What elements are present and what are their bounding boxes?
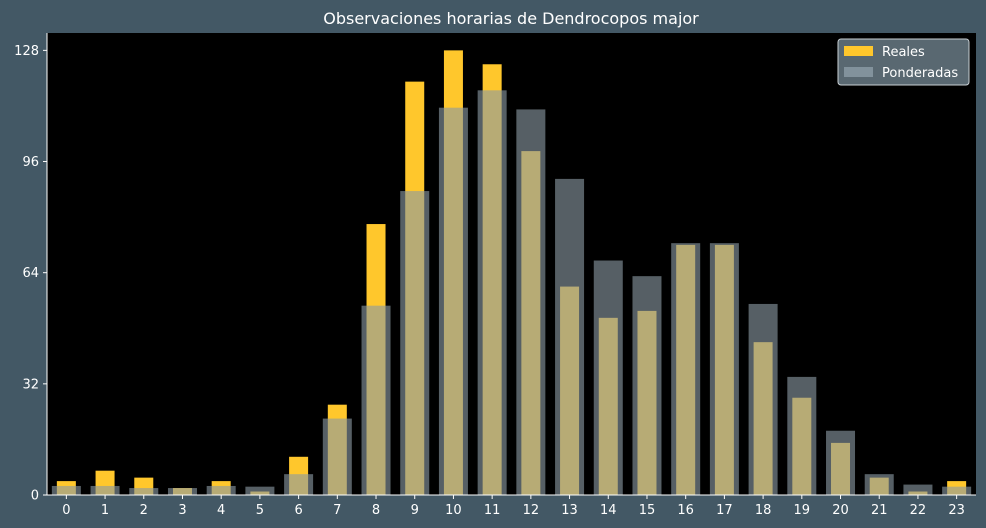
legend-label-reales: Reales xyxy=(882,45,925,60)
x-tick-label-0: 0 xyxy=(62,503,70,518)
x-tick-label-8: 8 xyxy=(372,503,380,518)
bar-ponderadas-23 xyxy=(942,486,972,495)
x-tick-label-7: 7 xyxy=(333,503,341,518)
x-tick-label-10: 10 xyxy=(445,503,462,518)
bar-ponderadas-4 xyxy=(206,485,236,495)
bar-ponderadas-12 xyxy=(516,109,546,495)
bar-ponderadas-14 xyxy=(593,260,623,495)
bar-ponderadas-1 xyxy=(90,485,120,495)
bar-ponderadas-22 xyxy=(903,484,933,495)
bar-ponderadas-20 xyxy=(826,430,856,495)
bar-ponderadas-16 xyxy=(671,243,701,495)
bar-ponderadas-13 xyxy=(555,178,585,496)
bar-ponderadas-11 xyxy=(477,90,507,495)
x-tick-label-9: 9 xyxy=(411,503,419,518)
x-tick-label-16: 16 xyxy=(677,503,694,518)
bar-ponderadas-10 xyxy=(438,107,468,496)
y-tick-label-0: 0 xyxy=(31,489,39,504)
x-tick-label-6: 6 xyxy=(294,503,302,518)
x-tick-label-3: 3 xyxy=(178,503,186,518)
bar-ponderadas-19 xyxy=(787,376,817,495)
bar-ponderadas-5 xyxy=(245,486,275,495)
bar-ponderadas-6 xyxy=(284,474,314,495)
x-tick-label-21: 21 xyxy=(871,503,888,518)
legend-swatch-ponderadas xyxy=(844,67,873,77)
y-tick-label-128: 128 xyxy=(14,44,39,59)
bar-ponderadas-8 xyxy=(361,305,391,495)
bar-ponderadas-21 xyxy=(864,474,894,495)
legend: Reales Ponderadas xyxy=(837,38,970,86)
x-tick-label-20: 20 xyxy=(832,503,849,518)
ponderadas-bars xyxy=(51,90,972,496)
bar-ponderadas-18 xyxy=(748,303,778,495)
bar-ponderadas-0 xyxy=(51,485,81,495)
y-tick-label-64: 64 xyxy=(22,266,39,281)
y-tick-label-96: 96 xyxy=(22,155,39,170)
x-tick-label-17: 17 xyxy=(716,503,733,518)
legend-swatch-reales xyxy=(844,46,873,56)
legend-label-ponderadas: Ponderadas xyxy=(882,66,958,81)
bar-ponderadas-7 xyxy=(322,418,352,495)
x-tick-label-14: 14 xyxy=(600,503,617,518)
x-tick-label-13: 13 xyxy=(561,503,578,518)
x-tick-label-1: 1 xyxy=(101,503,109,518)
x-tick-label-15: 15 xyxy=(639,503,656,518)
bar-ponderadas-9 xyxy=(400,191,430,496)
chart-title: Observaciones horarias de Dendrocopos ma… xyxy=(323,9,699,28)
x-tick-label-11: 11 xyxy=(484,503,501,518)
x-tick-label-22: 22 xyxy=(910,503,927,518)
x-tick-label-23: 23 xyxy=(948,503,965,518)
x-tick-label-12: 12 xyxy=(523,503,540,518)
bar-ponderadas-2 xyxy=(129,488,159,495)
x-tick-label-19: 19 xyxy=(794,503,811,518)
bar-ponderadas-15 xyxy=(632,276,662,495)
y-tick-label-32: 32 xyxy=(22,377,39,392)
plot-area xyxy=(47,33,976,495)
x-tick-label-18: 18 xyxy=(755,503,772,518)
x-tick-label-2: 2 xyxy=(140,503,148,518)
x-tick-label-4: 4 xyxy=(217,503,225,518)
bar-ponderadas-3 xyxy=(167,488,197,495)
bar-ponderadas-17 xyxy=(709,243,739,495)
x-tick-label-5: 5 xyxy=(256,503,264,518)
